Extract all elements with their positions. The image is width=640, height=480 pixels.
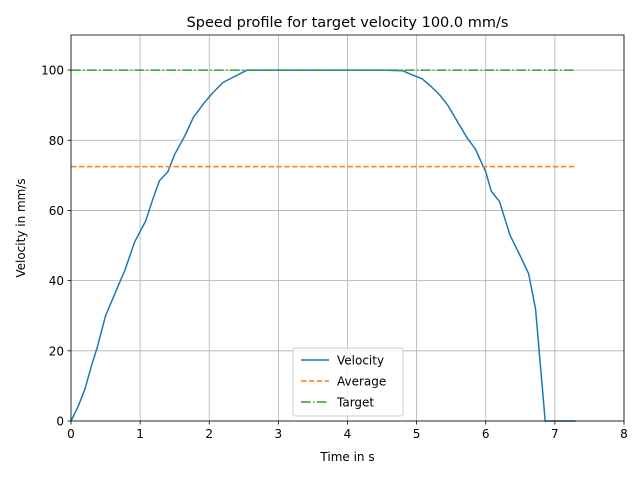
y-tick-label: 20 [49, 344, 64, 358]
y-tick-label: 40 [49, 274, 64, 288]
legend-label-average: Average [337, 375, 386, 389]
x-axis-label: Time in s [319, 450, 374, 464]
y-tick-label: 100 [41, 64, 64, 78]
legend-label-velocity: Velocity [337, 354, 384, 368]
legend-label-target: Target [336, 396, 374, 410]
y-axis-label: Velocity in mm/s [14, 178, 28, 277]
series-lines [70, 69, 576, 422]
y-tick-label: 80 [49, 134, 64, 148]
chart-title: Speed profile for target velocity 100.0 … [187, 15, 509, 31]
x-tick-label: 1 [136, 427, 144, 441]
x-tick-label: 5 [413, 427, 421, 441]
x-tick-label: 7 [551, 427, 559, 441]
legend-box [292, 347, 404, 417]
y-tick-label: 60 [49, 204, 64, 218]
x-tick-label: 4 [344, 427, 352, 441]
x-tick-label: 6 [482, 427, 490, 441]
y-tick-label: 0 [56, 415, 64, 429]
legend: Velocity Average Target [292, 347, 404, 417]
x-tick-label: 3 [275, 427, 283, 441]
x-tick-label: 8 [620, 427, 628, 441]
x-tick-label: 2 [205, 427, 213, 441]
x-tick-label: 0 [67, 427, 75, 441]
